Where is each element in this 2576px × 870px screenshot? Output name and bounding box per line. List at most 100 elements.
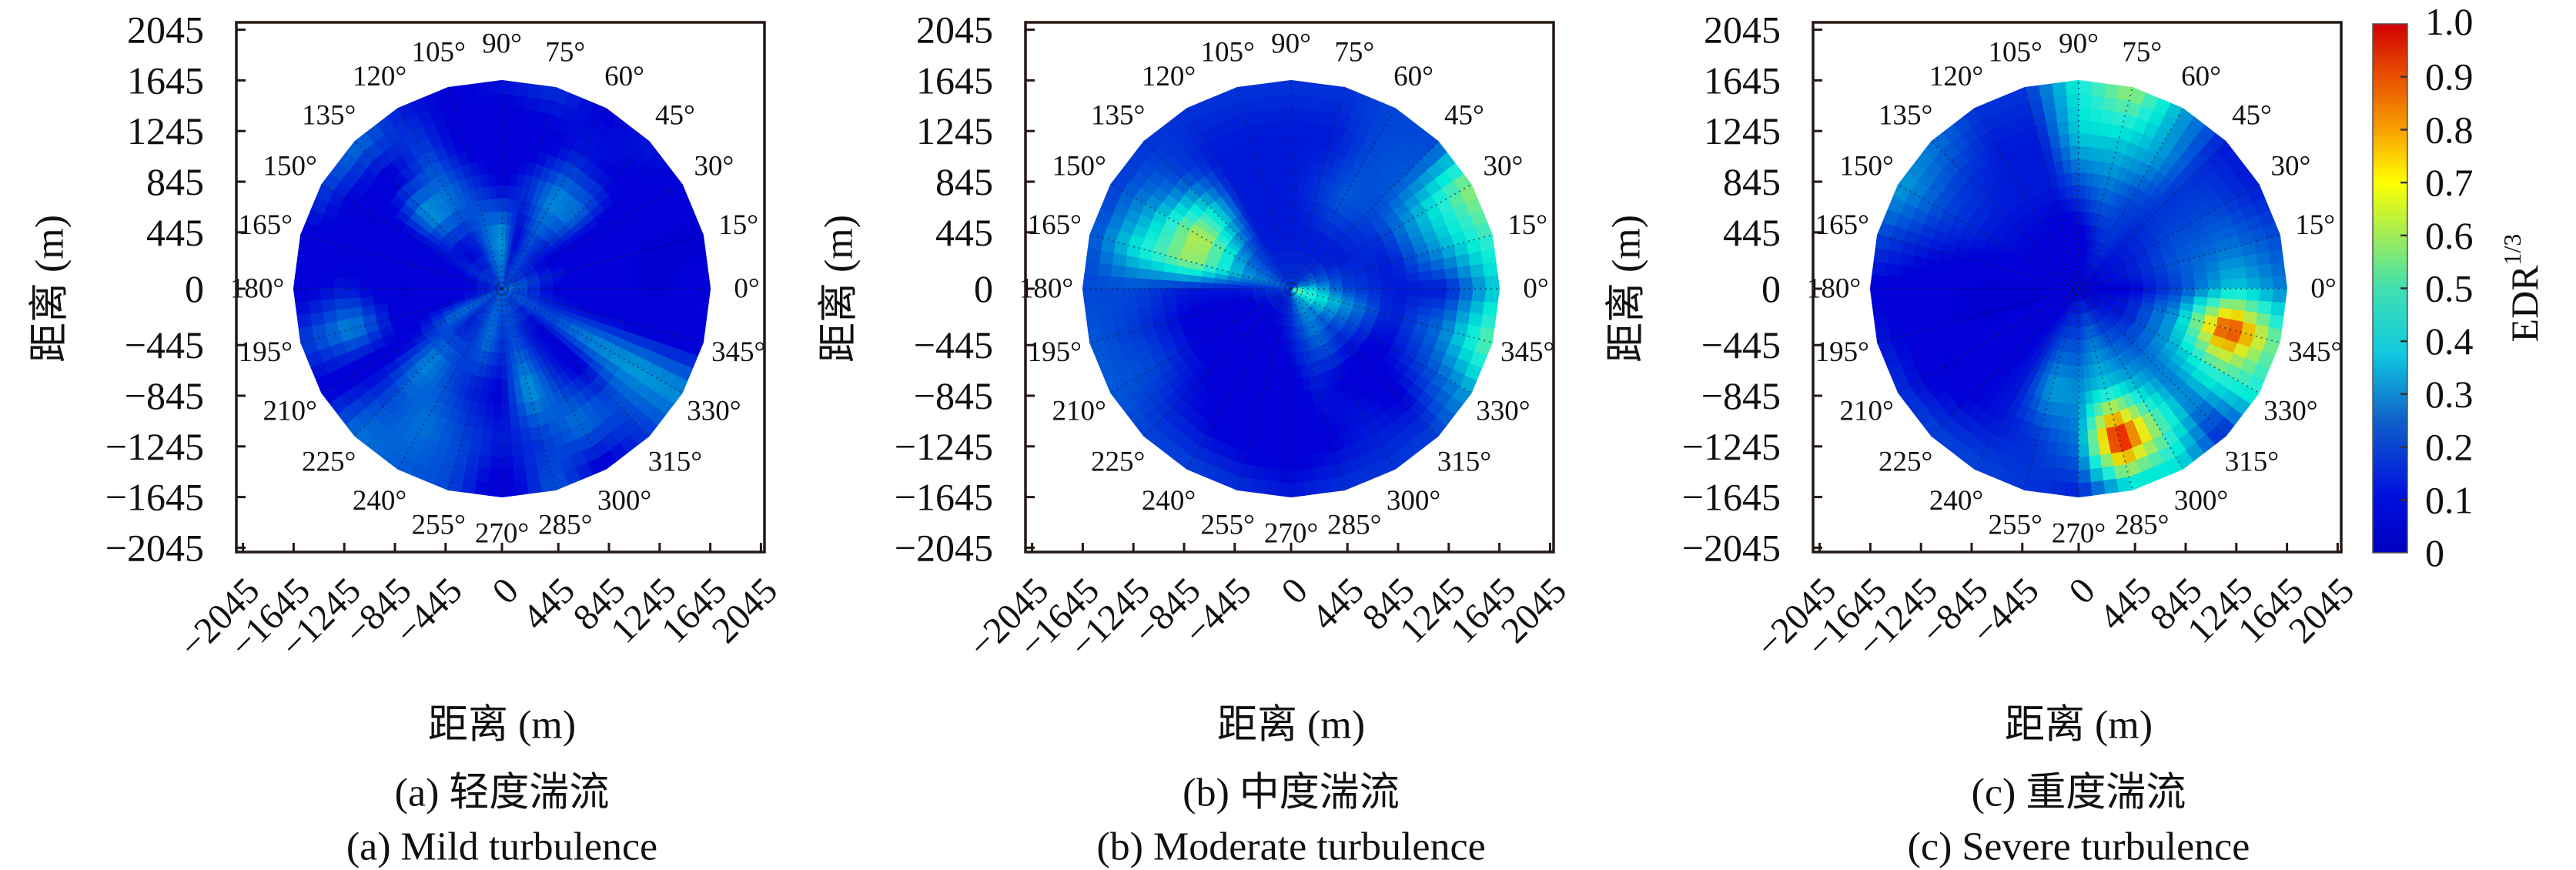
heat-cell: [1109, 264, 1126, 279]
heat-cell: [617, 288, 633, 298]
heat-cell: [2089, 94, 2105, 110]
heat-cell: [1303, 480, 1319, 496]
caption-chinese: (b) 中度湍流: [1183, 771, 1400, 815]
heat-cell: [2078, 236, 2083, 251]
heat-cell: [295, 300, 311, 316]
heat-cell: [590, 294, 606, 303]
heat-cell: [2086, 159, 2096, 174]
angle-label: 300°: [597, 485, 651, 517]
heat-cell: [501, 430, 513, 446]
angle-label: 15°: [718, 209, 758, 241]
heat-cell: [2233, 288, 2249, 300]
y-tick-label: −1245: [1682, 425, 1781, 468]
heat-cell: [1111, 253, 1127, 268]
angle-label: 315°: [648, 446, 702, 477]
heat-cell: [1909, 277, 1925, 289]
heat-cell: [1187, 274, 1203, 283]
heat-cell: [1082, 288, 1099, 303]
heat-cell: [2052, 467, 2068, 484]
heat-cell: [2078, 79, 2093, 96]
heat-cell: [1268, 441, 1282, 457]
heatmap-layer: [293, 79, 711, 498]
heat-cell: [371, 288, 386, 298]
heat-cell: [436, 283, 451, 289]
y-tick-label: 1645: [127, 59, 204, 102]
heat-cell: [1882, 276, 1899, 289]
heat-cell: [295, 261, 311, 277]
x-axis-label: 距离 (m): [2005, 704, 2153, 748]
heat-cell: [1886, 250, 1902, 266]
heat-cell: [1882, 288, 1899, 302]
heat-cell: [345, 278, 361, 289]
angle-label: 285°: [1327, 510, 1381, 541]
heat-cell: [527, 83, 544, 99]
heat-cell: [1895, 288, 1912, 301]
heat-cell: [1470, 263, 1486, 278]
polar-panel: 0°15°30°45°60°75°90°105°120°135°150°165°…: [1605, 8, 2363, 869]
heat-cell: [2078, 223, 2084, 238]
heat-cell: [2233, 277, 2249, 289]
heat-cell: [1290, 481, 1306, 498]
angle-label: 120°: [353, 61, 406, 92]
heat-cell: [2066, 469, 2079, 485]
y-axis-label: 距离 (m): [818, 215, 861, 363]
heat-cell: [1290, 236, 1295, 251]
heat-cell: [1368, 288, 1383, 296]
angle-label: 30°: [694, 151, 734, 182]
heat-cell: [1290, 119, 1303, 135]
angle-label: 90°: [482, 28, 522, 60]
heat-cell: [1148, 269, 1164, 281]
heat-cell: [460, 478, 477, 494]
heat-cell: [654, 298, 671, 312]
heat-cell: [2069, 145, 2079, 160]
heat-cell: [306, 276, 322, 289]
caption-english: (c) Severe turbulence: [1908, 825, 2250, 869]
caption-chinese: (a) 轻度湍流: [395, 771, 610, 815]
heat-cell: [1329, 288, 1344, 293]
heat-cell: [1393, 280, 1409, 289]
heat-cell: [293, 288, 309, 303]
heat-cell: [2078, 145, 2089, 160]
heat-cell: [694, 288, 711, 303]
heat-cell: [2257, 299, 2273, 315]
heat-cell: [2067, 443, 2079, 459]
angle-label: 120°: [1929, 61, 1983, 92]
heat-cell: [1086, 247, 1102, 264]
heat-cell: [2026, 285, 2041, 289]
heat-cell: [1302, 467, 1317, 484]
heat-cell: [463, 466, 479, 481]
heat-cell: [514, 480, 530, 496]
heat-cell: [523, 109, 538, 125]
heat-cell: [1199, 282, 1214, 289]
heat-cell: [1281, 417, 1292, 433]
heat-cell: [2037, 478, 2054, 494]
heat-cell: [2156, 288, 2170, 296]
heat-cell: [501, 158, 511, 173]
heat-cell: [2193, 296, 2209, 306]
angle-label: 210°: [263, 396, 316, 427]
heat-cell: [2058, 429, 2070, 444]
heat-cell: [1266, 454, 1281, 470]
heat-cell: [2098, 122, 2113, 137]
heat-cell: [631, 279, 646, 289]
heat-cell: [335, 255, 350, 269]
heat-cell: [2078, 430, 2089, 446]
heat-cell: [1444, 298, 1460, 312]
heat-cell: [540, 288, 555, 293]
angle-label: 255°: [1989, 510, 2042, 541]
heat-cell: [1108, 288, 1124, 301]
heat-cell: [691, 313, 708, 330]
y-tick-label: 1245: [916, 109, 993, 152]
heat-cell: [1280, 443, 1292, 459]
heat-cell: [466, 453, 481, 469]
heat-cell: [2071, 378, 2079, 393]
caption-english: (a) Mild turbulence: [346, 825, 657, 869]
heat-cell: [512, 454, 527, 470]
heat-cell: [694, 274, 711, 289]
colorbar-tick-label: 0.3: [2425, 373, 2474, 416]
heat-cell: [2066, 105, 2079, 122]
heat-cell: [2085, 172, 2095, 187]
angle-label: 150°: [1839, 151, 1893, 182]
heat-cell: [669, 288, 685, 301]
